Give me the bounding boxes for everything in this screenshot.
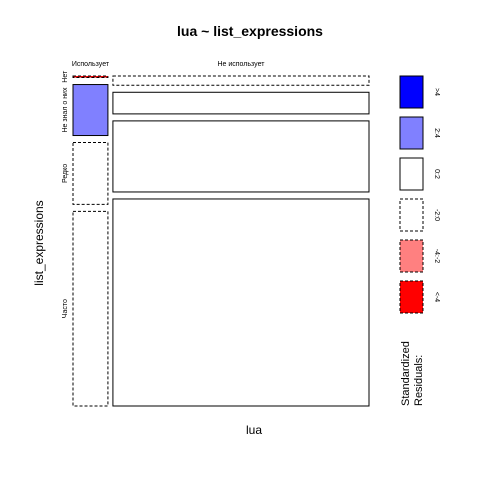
y-category-label: Редко	[62, 164, 69, 183]
y-category-labels: Нет Не знал о них Редко Часто	[62, 70, 69, 318]
x-axis-label: lua	[246, 423, 262, 437]
legend-band-label: 2:4	[433, 128, 440, 138]
residuals-legend: >4 2:4 0:2 -2:0 -4:-2 <-4 Standardized Residual…	[399, 75, 440, 406]
legend-swatch	[399, 280, 424, 314]
legend-band-label: -4:-2	[433, 249, 440, 264]
legend-band-label: <-4	[433, 292, 440, 302]
legend-band-label: -2:0	[433, 209, 440, 221]
tile-не-использует-нет	[112, 75, 370, 86]
x-category-label: Не использует	[217, 61, 265, 68]
legend-swatch	[399, 198, 424, 232]
tile-использует-не-знал-о-них	[72, 84, 109, 137]
y-category-label: Часто	[62, 299, 69, 318]
legend-swatch	[399, 157, 424, 191]
chart-title: lua ~ list_expressions	[177, 23, 323, 39]
x-category-label: Использует	[72, 61, 110, 68]
legend-title-line: Standardized	[400, 341, 412, 406]
mosaic-tiles	[72, 75, 370, 407]
tile-не-использует-часто	[112, 198, 370, 407]
legend-swatch	[399, 116, 424, 150]
legend-swatch	[399, 239, 424, 273]
x-category-labels: Использует Не использует	[72, 61, 265, 68]
legend-swatch	[399, 75, 424, 109]
tile-не-использует-редко	[112, 120, 370, 193]
tile-не-использует-не-знал-о-них	[112, 91, 370, 115]
tile-использует-часто	[72, 210, 109, 407]
legend-band-label: 0:2	[433, 169, 440, 179]
legend-title-line: Residuals:	[413, 355, 425, 406]
tile-использует-нет	[72, 75, 109, 79]
legend-band-label: >4	[433, 88, 440, 96]
tile-использует-редко	[72, 142, 109, 205]
y-category-label: Не знал о них	[62, 87, 69, 133]
y-category-label: Нет	[62, 70, 69, 83]
y-axis-label: list_expressions	[32, 200, 46, 285]
